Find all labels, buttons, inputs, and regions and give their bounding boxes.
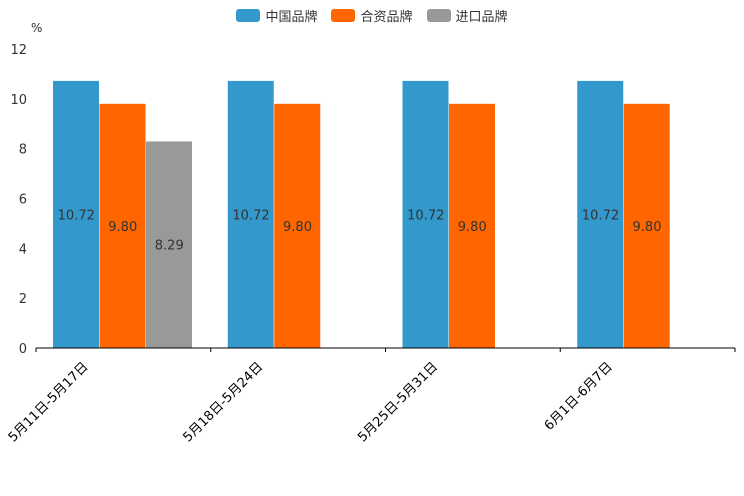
legend-item-domestic[interactable]: 中国品牌 (236, 6, 317, 25)
data-label: 10.72 (407, 208, 444, 223)
y-tick-label: 2 (19, 292, 27, 307)
data-label: 10.72 (58, 208, 95, 223)
y-tick-label: 8 (19, 143, 27, 158)
y-tick-label: 10 (10, 93, 27, 108)
legend-label-joint-venture: 合资品牌 (360, 10, 413, 25)
data-label: 9.80 (108, 220, 137, 235)
legend-label-imported: 进口品牌 (455, 10, 508, 25)
data-label: 9.80 (458, 220, 487, 235)
bar-joint-venture (99, 103, 146, 348)
data-label: 10.72 (232, 208, 269, 223)
x-tick-label: 5月11日-5月17日 (6, 360, 92, 446)
bar-joint-venture (274, 103, 321, 348)
bar-joint-venture (623, 103, 670, 348)
bar-imported (146, 141, 192, 348)
data-label: 10.72 (582, 208, 619, 223)
x-tick-label: 5月25日-5月31日 (355, 360, 441, 446)
bar-domestic (53, 80, 99, 348)
legend-label-domestic: 中国品牌 (265, 10, 318, 25)
legend-swatch-domestic (236, 9, 261, 22)
y-tick-label: 4 (19, 242, 27, 257)
data-label: 9.80 (633, 220, 662, 235)
bar-domestic (577, 80, 624, 348)
legend-swatch-joint-venture (331, 9, 356, 22)
legend-item-joint-venture[interactable]: 合资品牌 (331, 6, 413, 25)
bar-domestic (227, 80, 274, 348)
y-axis-unit-label: % (31, 21, 43, 35)
x-tick-label: 5月18日-5月24日 (181, 360, 267, 446)
x-tick-label: 6月1日-6月7日 (542, 360, 616, 434)
bar-domestic (402, 80, 449, 348)
legend-swatch-imported (426, 9, 451, 22)
chart-legend: 中国品牌 合资品牌 进口品牌 (0, 6, 744, 25)
data-label: 9.80 (283, 220, 312, 235)
data-label: 8.29 (155, 239, 184, 254)
y-tick-label: 6 (19, 193, 27, 208)
bar-joint-venture (449, 103, 495, 348)
legend-item-imported[interactable]: 进口品牌 (426, 6, 508, 25)
y-tick-label: 0 (19, 342, 27, 357)
y-tick-label: 12 (10, 43, 27, 58)
